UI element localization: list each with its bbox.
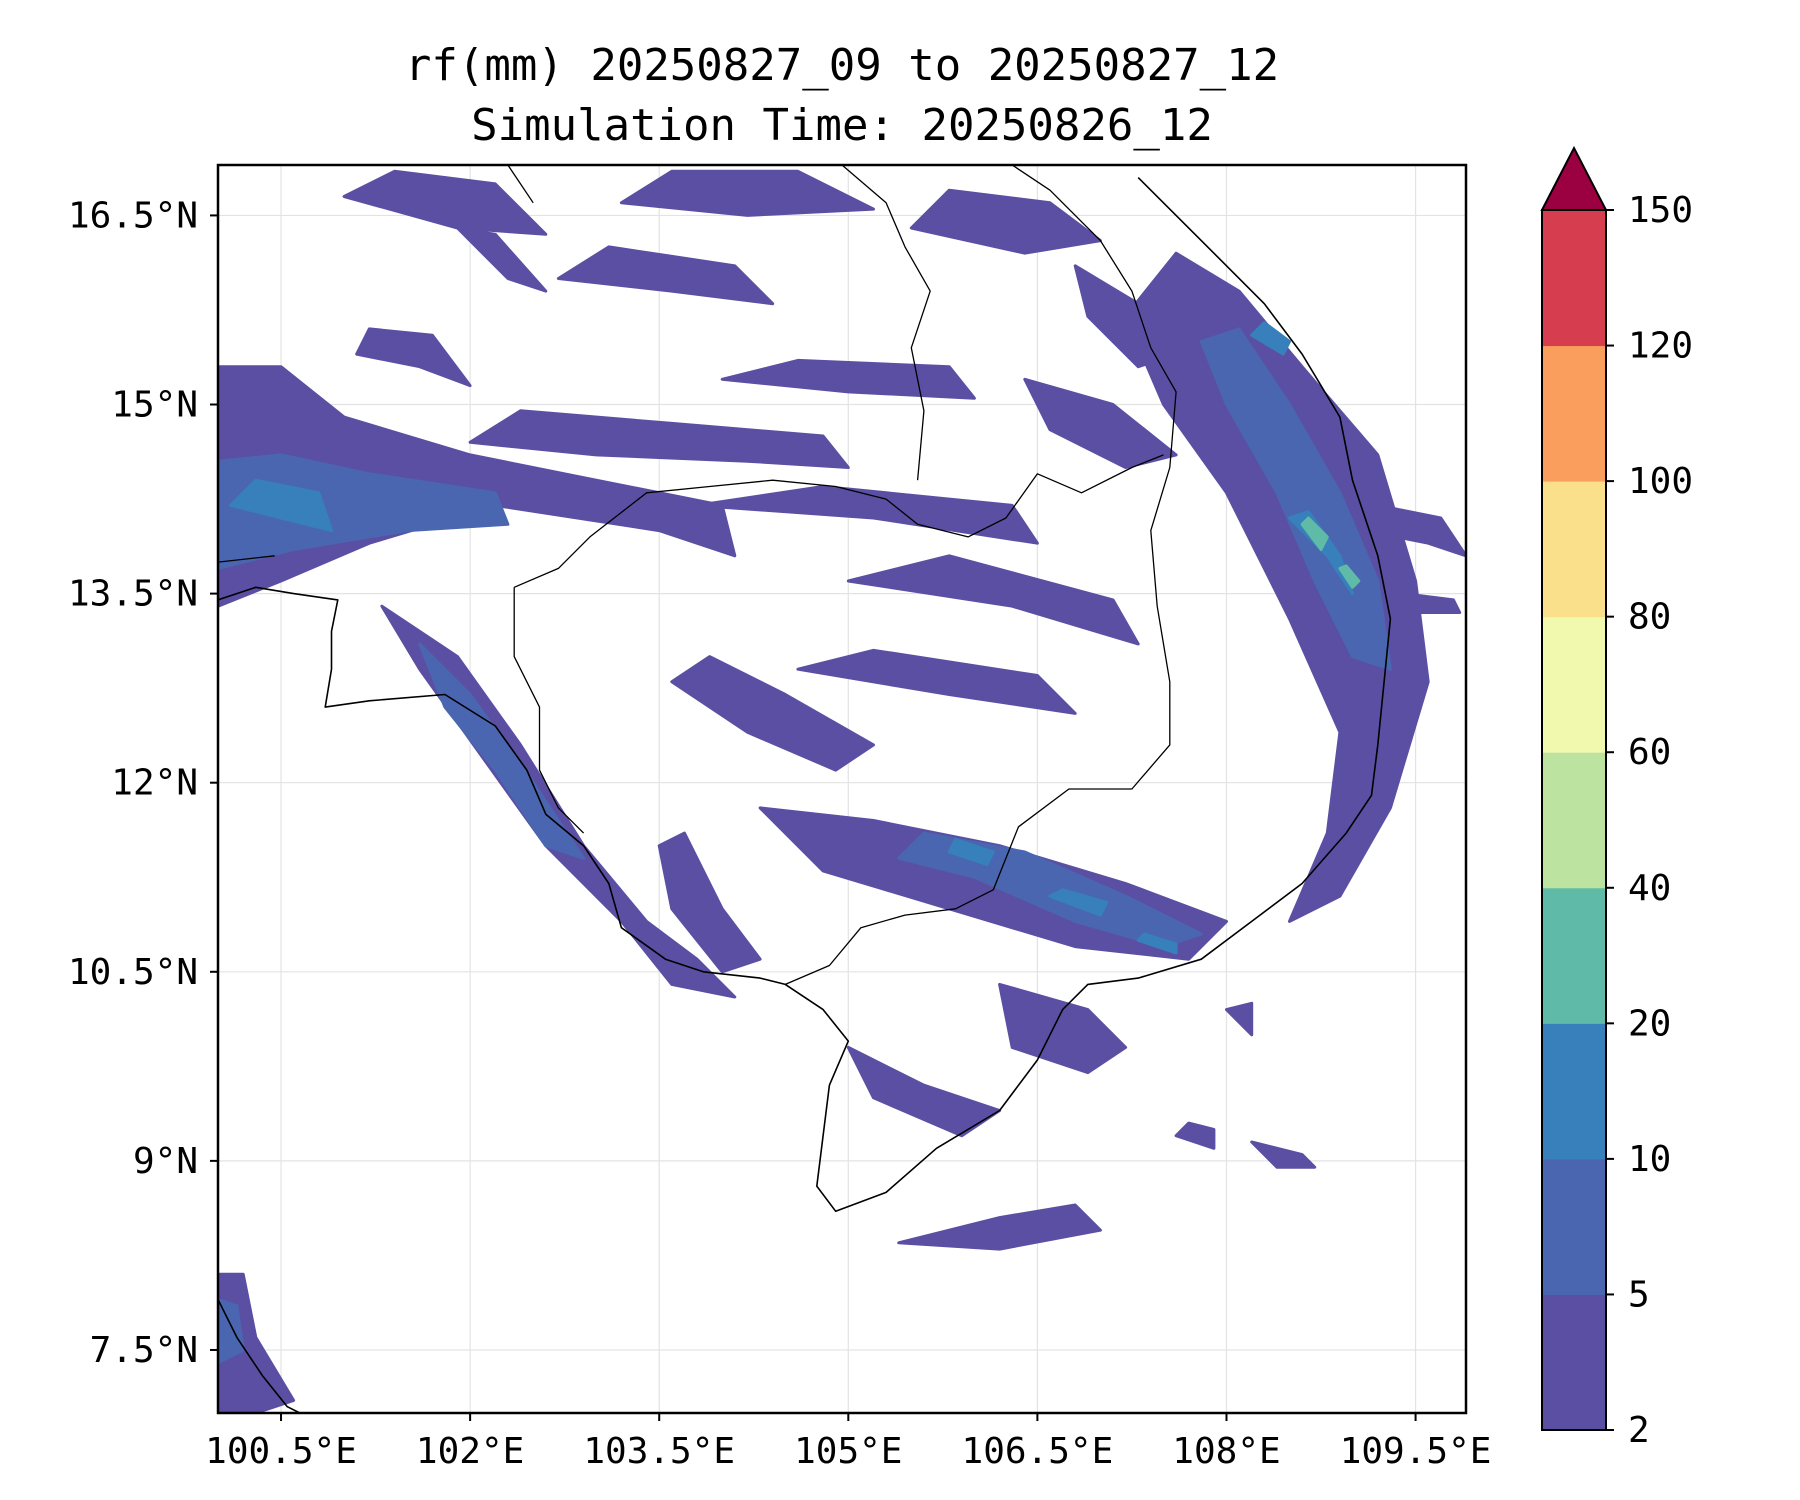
rain-area-north-top-b bbox=[619, 169, 875, 217]
rain-area-cambodia-b bbox=[657, 831, 762, 974]
lon-tick-label: 109.5°E bbox=[1340, 1431, 1492, 1472]
colorbar-frame bbox=[1541, 209, 1607, 1431]
rain-area-south-band-peak-b bbox=[1048, 888, 1109, 917]
country-border bbox=[513, 454, 1164, 588]
lat-tick-label: 12°N bbox=[111, 763, 198, 804]
map-frame bbox=[216, 163, 1468, 1415]
rain-area-north-streak-d bbox=[556, 245, 775, 306]
colorbar-tick-label: 10 bbox=[1628, 1139, 1671, 1180]
colorbar-segment bbox=[1542, 1023, 1606, 1160]
rain-area-offshore-b bbox=[1250, 1140, 1317, 1169]
rain-area-offshore-a bbox=[897, 1203, 1102, 1251]
rain-area-north-streak-a bbox=[355, 327, 472, 388]
colorbar-segment bbox=[1542, 345, 1606, 482]
lon-tick-label: 108°E bbox=[1172, 1431, 1280, 1472]
rain-area-north-streak-b bbox=[468, 409, 850, 469]
country-border bbox=[841, 165, 931, 481]
rain-area-north-streak-c bbox=[720, 358, 976, 400]
rain-area-north-nw-a bbox=[456, 226, 548, 293]
colorbar-tick-label: 120 bbox=[1628, 326, 1693, 367]
latitude-axis: 7.5°N 9°N 10.5°N 12°N 13.5°N 15°N 16.5°N bbox=[68, 195, 218, 1371]
rain-area-north-mid-b bbox=[1073, 264, 1178, 369]
colorbar-segment bbox=[1542, 1158, 1606, 1295]
rain-area-gulf-band-core bbox=[418, 642, 586, 860]
lat-tick-label: 7.5°N bbox=[90, 1330, 198, 1371]
rain-area-north-top-c bbox=[909, 188, 1102, 255]
colorbar-tick-label: 20 bbox=[1628, 1003, 1671, 1044]
colorbar: 2 5 10 20 40 60 80 100 120 150 bbox=[1540, 145, 1693, 1451]
colorbar-tick-label: 100 bbox=[1628, 461, 1693, 502]
lat-tick-label: 16.5°N bbox=[68, 195, 198, 236]
longitude-axis: 100.5°E 102°E 103.5°E 105°E 106.5°E 108°E 109.… bbox=[205, 1413, 1491, 1472]
rain-area-east-coast-band bbox=[1124, 251, 1430, 923]
country-border bbox=[507, 165, 534, 204]
rain-area-central-streak-b bbox=[846, 554, 1140, 646]
rain-area-west-band-peak bbox=[229, 478, 333, 533]
colorbar-segment bbox=[1542, 481, 1606, 618]
rain-area-west-band-core bbox=[218, 453, 510, 570]
rain-area-central-streak-a bbox=[695, 485, 1039, 545]
colorbar-extend-arrow bbox=[1540, 145, 1608, 211]
title-line-2: Simulation Time: 20250826_12 bbox=[471, 100, 1213, 151]
rain-area-east-coast-max-a bbox=[1300, 516, 1329, 551]
lon-tick-label: 106.5°E bbox=[962, 1431, 1114, 1472]
lat-tick-label: 15°N bbox=[111, 385, 198, 426]
colorbar-tick-label: 150 bbox=[1628, 190, 1693, 231]
rain-area-north-mid-a bbox=[1023, 377, 1178, 469]
rain-area-central-streak-c bbox=[796, 648, 1077, 715]
rain-area-south-band-peak-c bbox=[1136, 932, 1178, 955]
colorbar-tick-label: 60 bbox=[1628, 732, 1671, 773]
rain-area-cambodia-a bbox=[670, 655, 875, 772]
colorbar-tick-label: 80 bbox=[1628, 597, 1671, 638]
rain-area-south-band-peak-a bbox=[947, 837, 995, 867]
rain-area-vn-south-a bbox=[998, 982, 1128, 1075]
rain-area-east-coast-core bbox=[1199, 327, 1392, 671]
coastline bbox=[218, 177, 1392, 1213]
lat-tick-label: 13.5°N bbox=[68, 574, 198, 615]
rain-area-east-coast-max-b bbox=[1338, 564, 1361, 589]
coastline bbox=[218, 1299, 301, 1413]
lon-tick-label: 100.5°E bbox=[205, 1431, 357, 1472]
colorbar-segment bbox=[1542, 752, 1606, 889]
lat-tick-label: 10.5°N bbox=[68, 952, 198, 993]
rain-area-offshore-d bbox=[1225, 1001, 1254, 1037]
title-line-1: rf(mm) 20250827_09 to 20250827_12 bbox=[404, 40, 1280, 91]
lat-tick-label: 9°N bbox=[133, 1141, 198, 1182]
rain-area-north-east-peak bbox=[1250, 321, 1291, 356]
colorbar-segment bbox=[1542, 210, 1606, 347]
lon-tick-label: 102°E bbox=[416, 1431, 524, 1472]
map-title: rf(mm) 20250827_09 to 20250827_12 Simula… bbox=[218, 36, 1466, 156]
rain-area-offshore-c bbox=[1174, 1121, 1216, 1150]
country-border bbox=[513, 587, 585, 834]
colorbar-segment bbox=[1542, 616, 1606, 753]
rain-area-sw-corner-core bbox=[218, 1298, 245, 1365]
lon-tick-label: 105°E bbox=[794, 1431, 902, 1472]
colorbar-segment bbox=[1542, 887, 1606, 1024]
colorbar-tick-label: 2 bbox=[1628, 1410, 1650, 1451]
rain-area-north-top-a bbox=[342, 169, 548, 236]
rain-area-east-far-b bbox=[1401, 592, 1462, 614]
colorbar-tick-label: 40 bbox=[1628, 868, 1671, 909]
rain-area-vn-south-b bbox=[846, 1045, 1002, 1138]
colorbar-segment bbox=[1542, 1294, 1606, 1431]
coastlines-and-borders bbox=[218, 165, 1392, 1413]
country-border bbox=[785, 165, 1177, 985]
rainfall-field bbox=[218, 169, 1466, 1413]
colorbar-tick-label: 5 bbox=[1628, 1274, 1650, 1315]
lon-tick-label: 103.5°E bbox=[583, 1431, 735, 1472]
gridlines bbox=[218, 165, 1466, 1413]
country-border bbox=[218, 555, 275, 563]
